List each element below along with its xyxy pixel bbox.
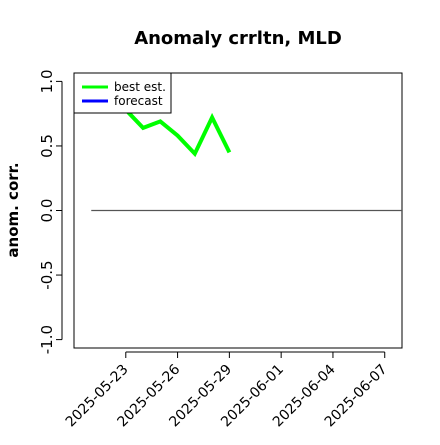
y-tick-label: 0.5 (38, 134, 56, 158)
legend: best est. forecast (73, 72, 172, 114)
chart-title: Anomaly crrltn, MLD (134, 28, 342, 49)
series-line-best-est (124, 108, 232, 158)
legend-box (73, 72, 172, 114)
y-tick-label: 0.0 (38, 199, 56, 223)
y-tick-label: -0.5 (38, 260, 56, 289)
y-axis-label: anom. corr. (4, 162, 22, 257)
legend-label-best-est: best est. (114, 80, 166, 94)
y-axis: -1.0 -0.5 0.0 0.5 1.0 (38, 69, 63, 354)
y-tick-label: -1.0 (38, 325, 56, 354)
legend-label-forecast: forecast (114, 94, 163, 108)
y-tick-label: 1.0 (38, 69, 56, 93)
x-axis: 2025-05-232025-05-262025-05-292025-06-01… (63, 351, 391, 430)
series-layer (124, 108, 232, 158)
